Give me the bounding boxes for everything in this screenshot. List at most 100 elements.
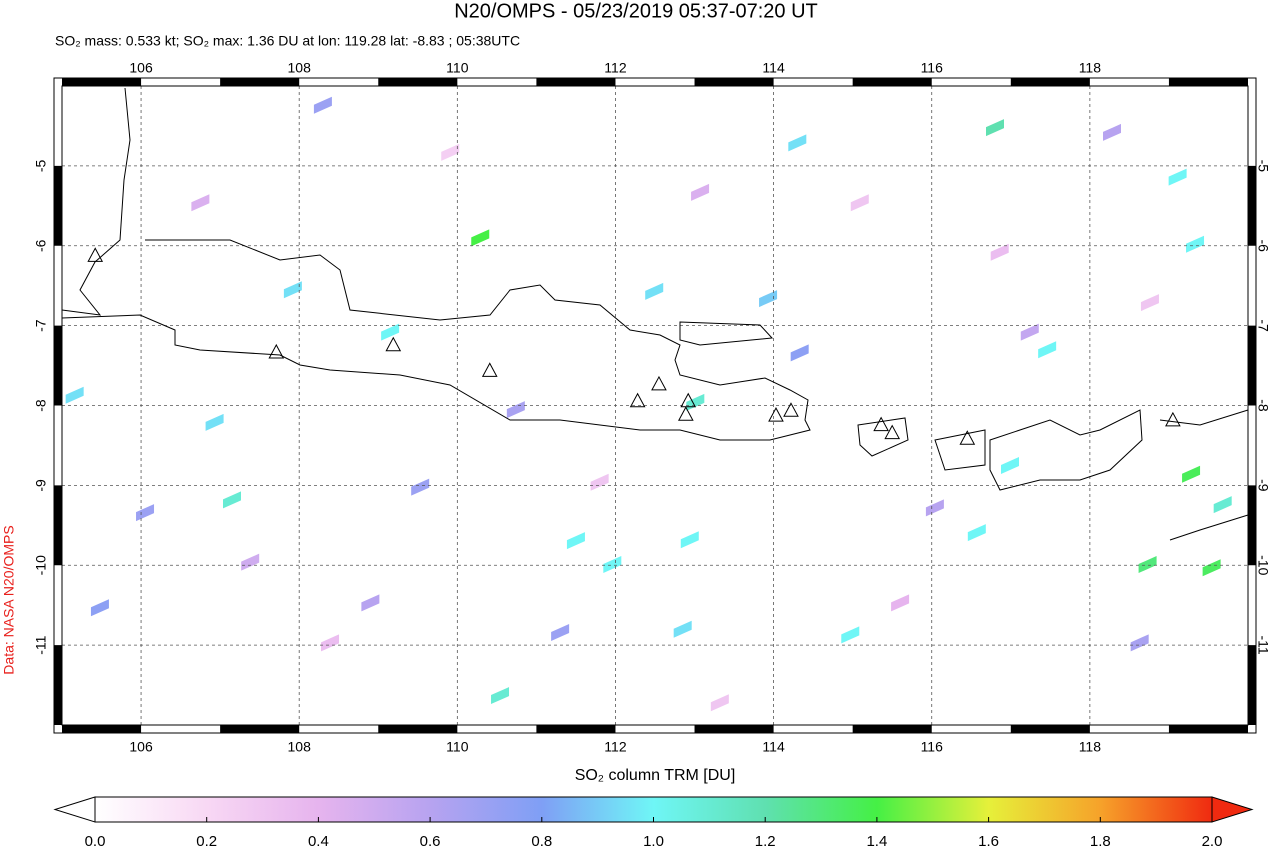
colorbar-tick-label: 0.4 (308, 833, 329, 850)
frame-bar (536, 725, 616, 733)
frame-bar (54, 485, 62, 566)
so2-pixel (850, 194, 869, 212)
so2-pixel (1140, 294, 1159, 312)
so2-pixel (313, 96, 332, 114)
frame-bar (1010, 78, 1090, 86)
x-tick-label: 108 (288, 739, 312, 755)
so2-pixel (321, 634, 340, 652)
frame-bar (378, 725, 458, 733)
volcanoes (87, 247, 1181, 445)
colorbar-tick-label: 1.4 (866, 833, 887, 850)
so2-pixel (967, 524, 986, 542)
volcano-marker (884, 424, 901, 440)
so2-pixel (710, 694, 729, 712)
so2-pixel (491, 687, 510, 705)
coast-sumbawa (989, 409, 1143, 491)
x-tick-label: 108 (288, 60, 312, 76)
y-tick-label: -6 (1255, 240, 1271, 253)
so2-pixel (590, 473, 609, 491)
so2-pixel (645, 282, 664, 300)
so2-pixel (790, 344, 809, 362)
volcano-marker (768, 407, 784, 422)
y-tick-label: -7 (1255, 319, 1271, 332)
so2-pixel (841, 626, 860, 644)
so2-pixel (381, 323, 400, 341)
frame-bar (1248, 645, 1256, 725)
so2-pixel (990, 243, 1009, 261)
y-tick-label: -6 (33, 239, 49, 252)
frame-bar (54, 325, 62, 406)
frame: 106 106 108 108 110 110 112 112 114 114 116 116 118 1… (33, 60, 1272, 755)
y-tick-label: -5 (1255, 160, 1271, 173)
so2-pixel (361, 594, 380, 612)
so2-pixel (551, 623, 570, 641)
so2-pixel (205, 413, 224, 431)
colorbar-under (53, 796, 96, 823)
so2-pixel (1186, 235, 1205, 253)
so2-pixel (759, 290, 778, 308)
colorbar-over (1211, 796, 1254, 823)
frame-bar (378, 78, 458, 86)
plot-background (62, 86, 1248, 725)
frame-bar (1248, 485, 1256, 566)
x-tick-label: 112 (604, 739, 627, 755)
volcano-marker (873, 416, 889, 432)
x-tick-label: 114 (762, 60, 785, 76)
y-tick-label: -11 (1255, 636, 1271, 655)
colorbar-tick-label: 0.2 (196, 833, 217, 850)
frame-bar (1010, 725, 1090, 733)
so2-pixel (566, 532, 585, 550)
frame-bar (220, 725, 300, 733)
volcano-marker (1165, 411, 1181, 427)
volcano-marker (680, 392, 697, 408)
so2-pixel (90, 599, 109, 617)
y-tick-label: -11 (33, 635, 49, 654)
grid (62, 86, 1248, 725)
volcano-marker (959, 430, 976, 445)
so2-pixel (1138, 556, 1157, 574)
so2-cells (65, 96, 1232, 712)
frame-bar (62, 725, 142, 733)
so2-pixel (891, 594, 910, 612)
so2-pixel (65, 386, 84, 404)
so2-pixel (603, 556, 622, 574)
plot-area (62, 86, 1248, 725)
so2-pixel (191, 194, 210, 212)
frame-bar (1248, 165, 1256, 246)
so2-pixel (691, 183, 710, 201)
y-tick-label: -7 (33, 319, 49, 332)
y-tick-label: -10 (33, 555, 49, 575)
frame-bar (1248, 325, 1256, 406)
colorbar-tick-label: 1.0 (643, 833, 664, 850)
so2-pixel (1020, 323, 1039, 341)
so2-pixel (680, 531, 699, 549)
frame-bar (54, 165, 62, 246)
frame-bar (694, 725, 774, 733)
title: N20/OMPS - 05/23/2019 05:37-07:20 UT (454, 0, 818, 22)
y-tick-label: -9 (33, 479, 49, 492)
frame-bar (1168, 725, 1248, 733)
x-tick-label: 110 (446, 60, 469, 76)
frame-bar (536, 78, 616, 86)
so2-pixel (283, 281, 302, 299)
y-tick-label: -8 (1255, 399, 1271, 412)
so2-pixel (441, 143, 460, 161)
so2-pixel (1038, 341, 1057, 359)
so2-pixel (985, 119, 1004, 137)
frame-bar (220, 78, 300, 86)
so2-pixel (241, 553, 260, 571)
colorbar-tick-label: 2.0 (1202, 833, 1223, 850)
volcano-marker (677, 406, 694, 421)
coast-sumatra (61, 87, 131, 316)
coast-madura (679, 321, 774, 346)
source-label: Data: NASA N20/OMPS (1, 525, 17, 674)
so2-pixel (471, 229, 490, 247)
frame-bar (694, 78, 774, 86)
so2-pixel (1202, 559, 1221, 577)
so2-pixel (136, 504, 155, 522)
x-tick-label: 118 (1079, 739, 1102, 755)
so2-pixel (1213, 496, 1232, 514)
y-tick-label: -9 (1255, 479, 1271, 492)
volcano-marker (87, 247, 104, 262)
